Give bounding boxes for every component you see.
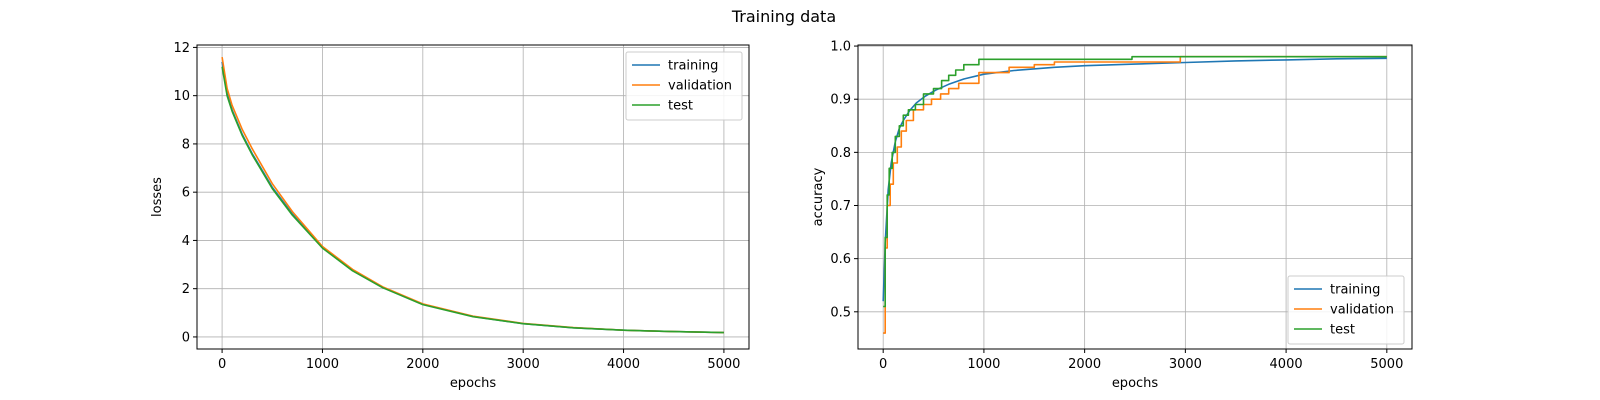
y-tick-label: 0 bbox=[182, 330, 190, 345]
x-tick-label: 1000 bbox=[967, 357, 1000, 372]
x-tick-label: 4000 bbox=[1270, 357, 1303, 372]
y-tick-label: 8 bbox=[182, 137, 190, 152]
x-tick-label: 3000 bbox=[507, 357, 540, 372]
x-tick-label: 5000 bbox=[707, 357, 740, 372]
x-tick-label: 0 bbox=[879, 357, 887, 372]
legend-label-validation: validation bbox=[1330, 303, 1394, 318]
y-tick-label: 6 bbox=[182, 186, 190, 201]
y-axis-label: losses bbox=[150, 177, 165, 217]
series-line-validation bbox=[883, 55, 1387, 334]
axes-frame bbox=[857, 44, 1413, 350]
legend-box bbox=[625, 51, 743, 121]
accuracy-chart: 0 1000 2000 3000 4000 5000 0.5 0.6 0.7 0.8 0.9 1.0 e… bbox=[811, 40, 1413, 391]
legend-label-test: test bbox=[668, 99, 693, 114]
legend: training validation test bbox=[1287, 275, 1405, 345]
y-tick-label: 2 bbox=[182, 282, 190, 297]
series-line-test bbox=[883, 55, 1387, 308]
legend-label-test: test bbox=[1330, 323, 1355, 338]
y-tick-label: 10 bbox=[173, 89, 190, 104]
legend-label-training: training bbox=[1330, 283, 1380, 298]
x-tick-label: 1000 bbox=[306, 357, 339, 372]
x-tick-label: 4000 bbox=[607, 357, 640, 372]
legend: training validation test bbox=[625, 51, 743, 121]
y-tick-label: 0.8 bbox=[830, 146, 851, 161]
y-axis-label: accuracy bbox=[811, 167, 826, 226]
legend-box bbox=[1287, 275, 1405, 345]
series-line-test bbox=[221, 66, 724, 334]
y-tick-label: 0.7 bbox=[830, 199, 851, 214]
y-tick-label: 1.0 bbox=[830, 40, 851, 55]
x-tick-label: 3000 bbox=[1169, 357, 1202, 372]
x-tick-label: 5000 bbox=[1370, 357, 1403, 372]
series-line-training bbox=[882, 57, 1387, 302]
x-tick-label: 2000 bbox=[1068, 357, 1101, 372]
axes-frame bbox=[196, 44, 750, 350]
legend-label-validation: validation bbox=[668, 79, 732, 94]
x-tick-label: 0 bbox=[218, 357, 226, 372]
y-tick-label: 12 bbox=[173, 41, 190, 56]
x-tick-label: 2000 bbox=[406, 357, 439, 372]
figure-title: Training data bbox=[731, 7, 836, 26]
y-tick-label: 4 bbox=[182, 234, 190, 249]
x-axis-label: epochs bbox=[1112, 376, 1159, 391]
y-tick-label: 0.6 bbox=[830, 252, 851, 267]
y-tick-label: 0.5 bbox=[830, 305, 851, 320]
x-axis-label: epochs bbox=[450, 376, 497, 391]
legend-label-training: training bbox=[668, 59, 718, 74]
y-tick-label: 0.9 bbox=[830, 93, 851, 108]
loss-chart: 0 1000 2000 3000 4000 5000 0 2 4 6 8 10 12 epochs loss… bbox=[150, 41, 750, 391]
